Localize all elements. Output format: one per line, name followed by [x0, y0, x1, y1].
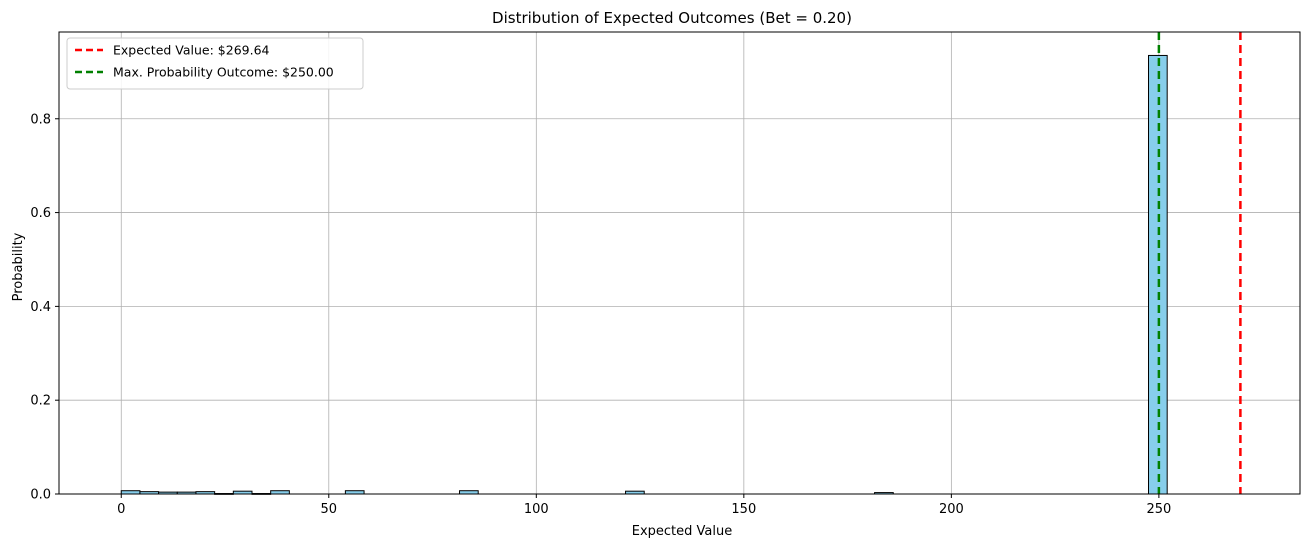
y-tick-label: 0.0 — [30, 488, 51, 503]
y-axis-ticks: 0.0 0.2 0.4 0.6 0.8 — [30, 112, 59, 503]
x-tick-label: 0 — [117, 502, 125, 517]
legend: Expected Value: $269.64 Max. Probability… — [66, 37, 364, 90]
x-tick-label: 200 — [939, 502, 964, 517]
x-tick-label: 50 — [321, 502, 338, 517]
x-tick-label: 100 — [524, 502, 549, 517]
y-tick-label: 0.2 — [30, 394, 51, 409]
legend-label-max-probability: Max. Probability Outcome: $250.00 — [113, 65, 334, 80]
reference-lines — [1157, 32, 1242, 494]
legend-box — [66, 37, 364, 90]
y-tick-label: 0.8 — [30, 112, 51, 127]
y-tick-label: 0.4 — [30, 300, 51, 315]
plot-area-frame — [58, 31, 1301, 495]
x-tick-label: 150 — [731, 502, 756, 517]
y-tick-label: 0.6 — [30, 206, 51, 221]
x-axis-label: Expected Value — [632, 524, 732, 539]
x-tick-label: 250 — [1146, 502, 1171, 517]
chart-title: Distribution of Expected Outcomes (Bet =… — [492, 9, 852, 27]
x-axis-ticks: 0 50 100 150 200 250 — [117, 494, 1171, 517]
legend-label-expected-value: Expected Value: $269.64 — [113, 43, 270, 58]
y-axis-label: Probability — [11, 232, 26, 301]
